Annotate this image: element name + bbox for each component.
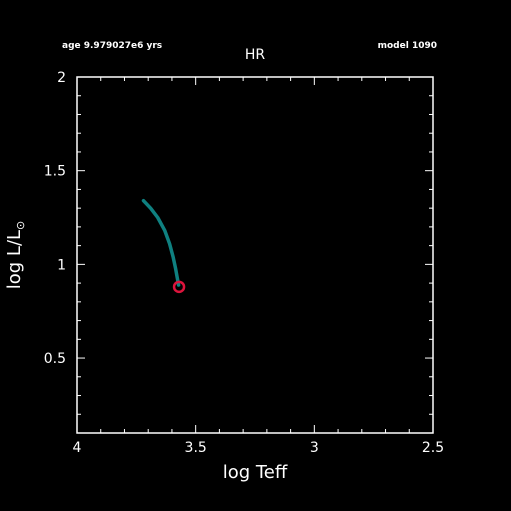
age-label: age 9.979027e6 yrs (62, 41, 162, 51)
model-number-label: model 1090 (378, 41, 437, 51)
plot-frame (76, 76, 434, 434)
axis-ticks (76, 77, 434, 434)
y-tick-label: 1 (57, 257, 66, 273)
chart-title: HR (245, 47, 266, 63)
x-axis-label: log Teff (223, 462, 288, 483)
x-tick-label: 3 (310, 440, 319, 456)
y-axis-label-group: log L/L⊙ (4, 221, 27, 290)
current-position-marker (172, 280, 186, 294)
y-axis-label: log L/L (4, 230, 25, 289)
y-tick-label: 1.5 (44, 164, 66, 180)
x-tick-label: 4 (73, 440, 82, 456)
sun-symbol: ⊙ (14, 221, 27, 230)
x-tick-label: 3.5 (185, 440, 207, 456)
y-tick-label: 2 (57, 70, 66, 86)
tick-labels: 4 3.5 3 2.5 2 1.5 1 0.5 (44, 70, 444, 456)
evolution-track-line (141, 198, 181, 287)
y-tick-label: 0.5 (44, 351, 66, 367)
svg-text:log L/L⊙: log L/L⊙ (4, 221, 27, 290)
x-tick-label: 2.5 (422, 440, 444, 456)
